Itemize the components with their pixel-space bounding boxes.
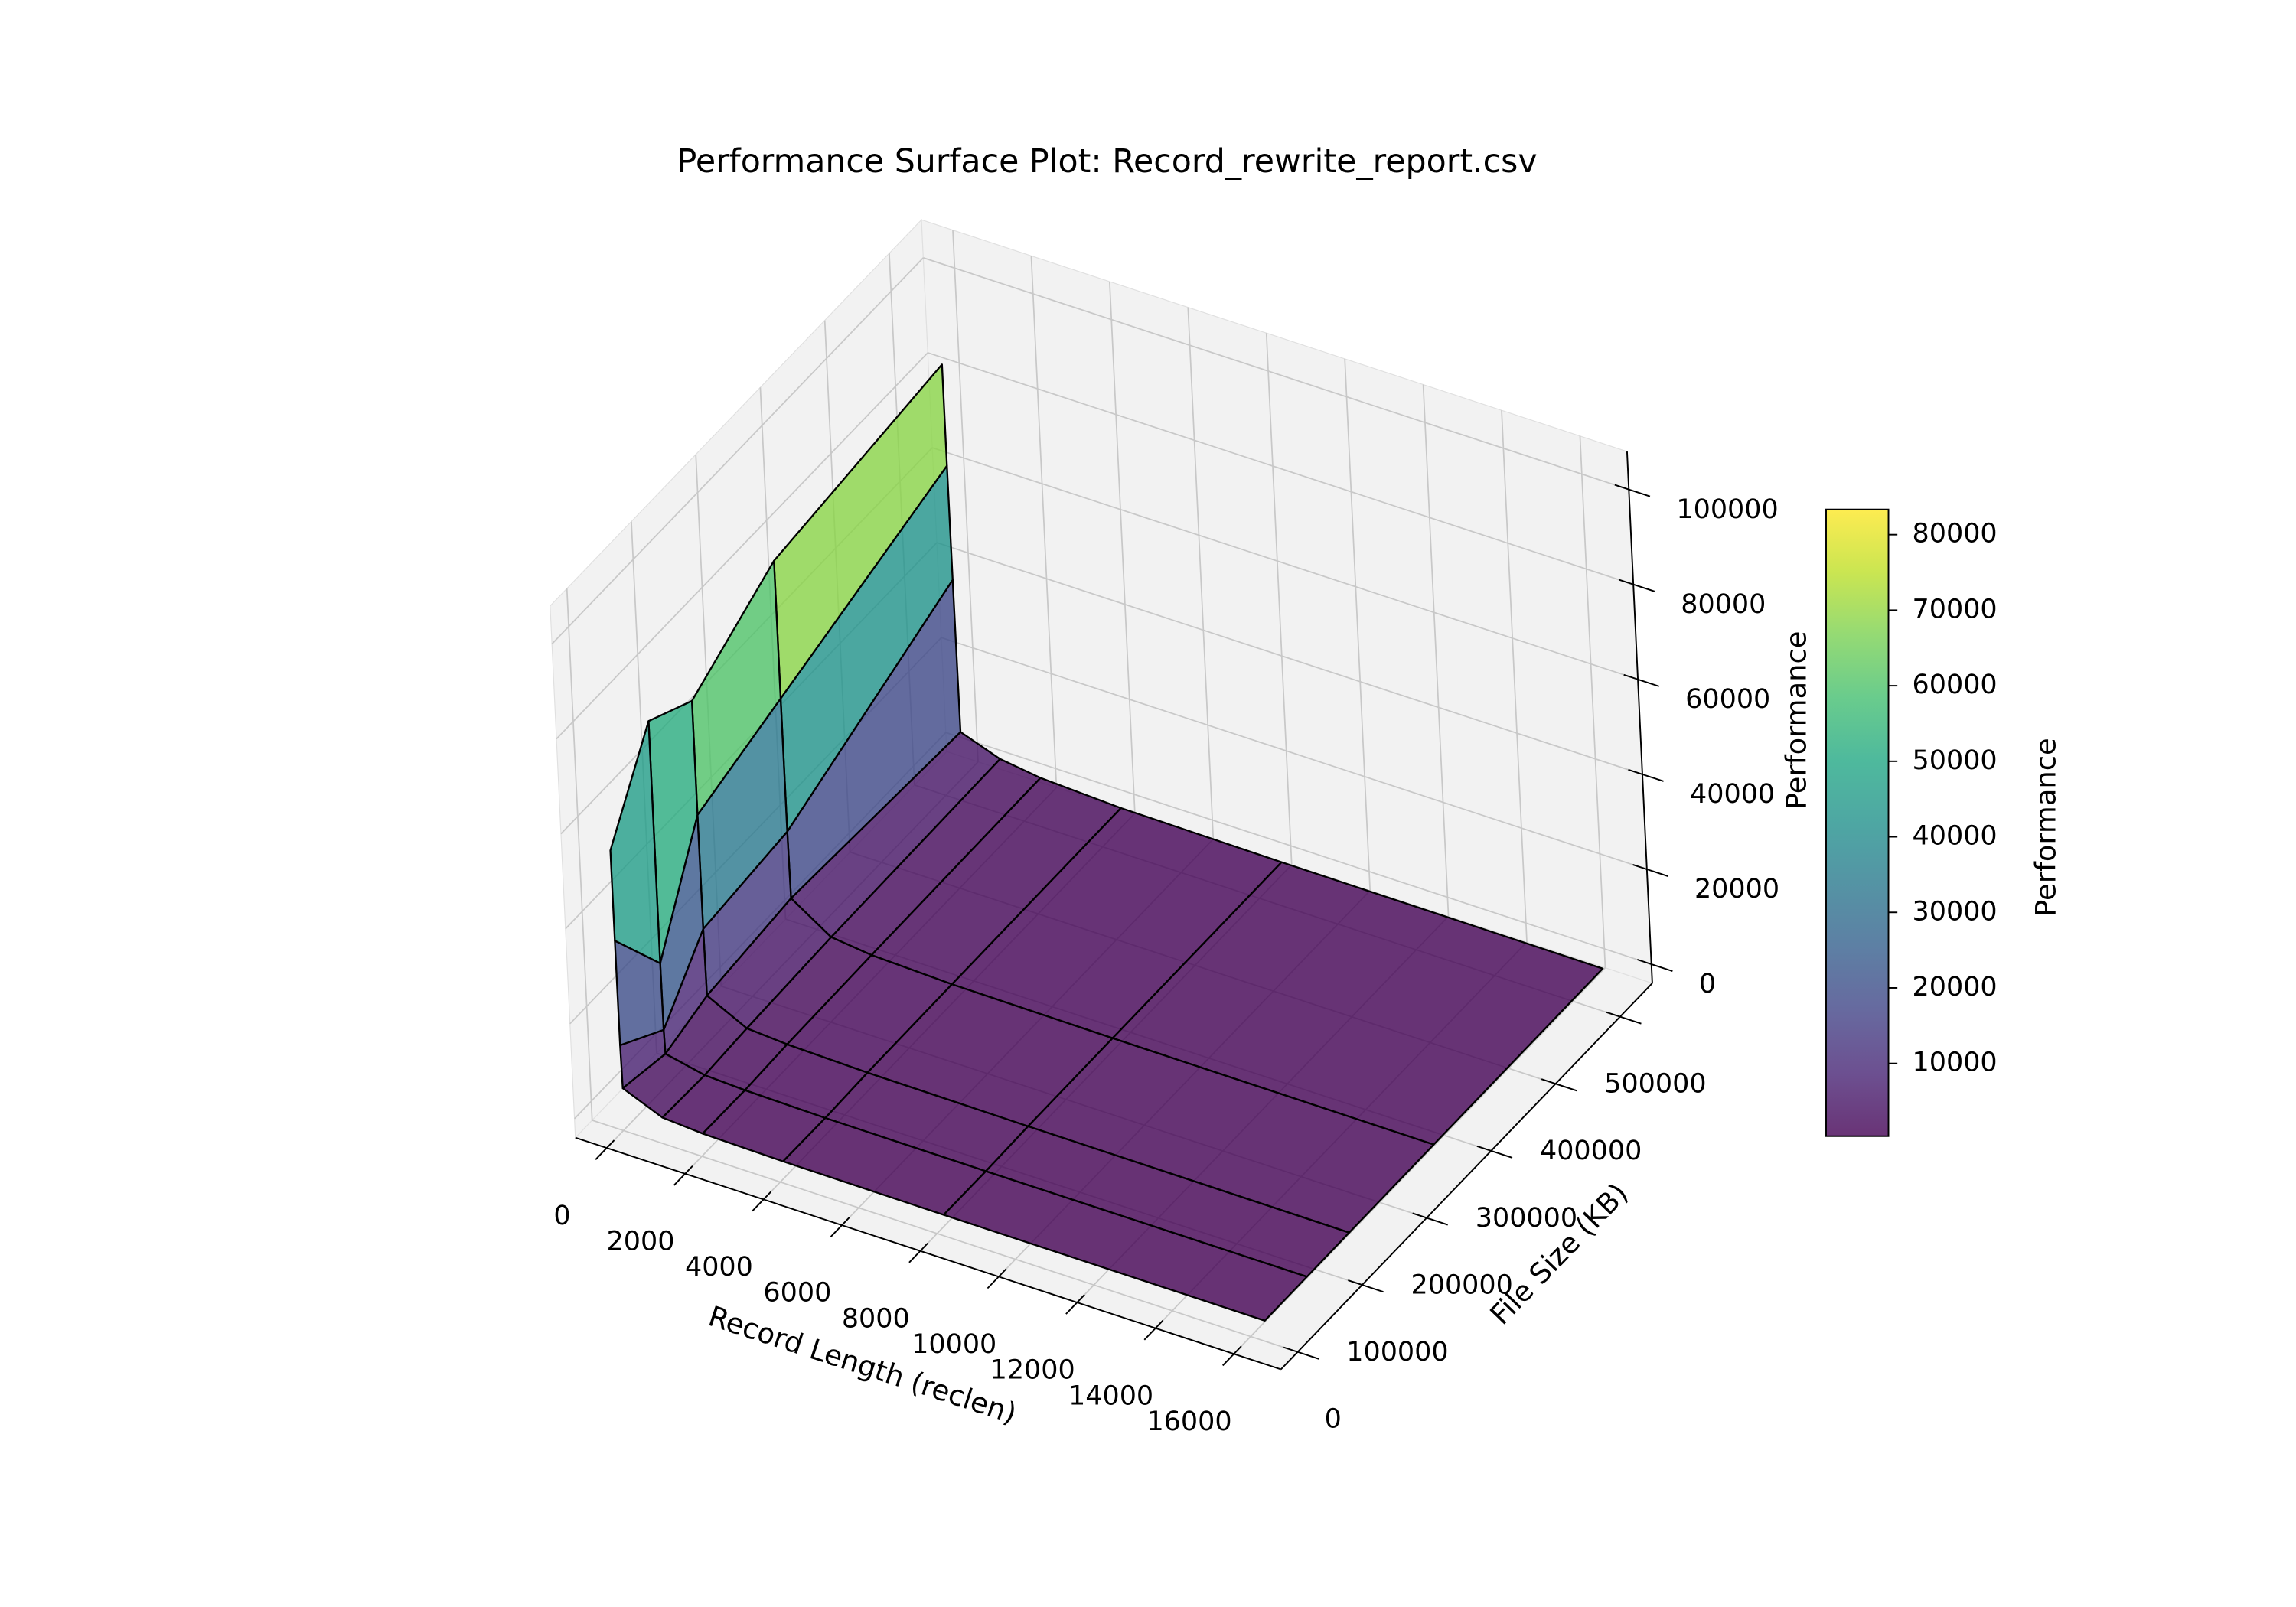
- grid-line: [952, 230, 979, 762]
- x-tick-label: 10000: [912, 1329, 996, 1360]
- tick-mark: [1476, 1145, 1513, 1159]
- colorbar-tick-label: 80000: [1913, 519, 1998, 549]
- grid-line: [1187, 307, 1215, 839]
- tick-mark: [1412, 1212, 1449, 1226]
- z-tick-label: 100000: [1676, 494, 1778, 525]
- z-axis-label: Performance: [1780, 631, 1813, 810]
- tick-mark: [908, 1242, 928, 1263]
- tick-mark: [1065, 1294, 1085, 1315]
- z-tick-label: 20000: [1694, 874, 1779, 905]
- chart-title: Performance Surface Plot: Record_rewrite…: [677, 142, 1538, 181]
- colorbar-tick-label: 30000: [1913, 896, 1998, 927]
- colorbar: 10000 20000 30000 40000 50000 60000 70000 80000: [1825, 508, 1998, 1137]
- grid-line: [1030, 256, 1058, 788]
- colorbar-tick-label: 70000: [1913, 594, 1998, 624]
- x-axis-line: [575, 1136, 1282, 1371]
- tick-mark: [1636, 959, 1673, 973]
- x-tick-label: 0: [553, 1201, 570, 1231]
- tick-mark: [1614, 484, 1651, 497]
- x-tick-label: 2000: [607, 1226, 675, 1257]
- y-tick-label: 0: [1325, 1404, 1342, 1435]
- x-tick-label: 6000: [763, 1278, 831, 1309]
- x-tick-label: 8000: [842, 1303, 910, 1334]
- x-tick-label: 12000: [990, 1355, 1075, 1386]
- grid-line: [945, 732, 1652, 965]
- grid-line: [551, 257, 925, 645]
- y-tick-label: 200000: [1411, 1270, 1513, 1300]
- tick-mark: [1283, 1346, 1319, 1360]
- tick-mark: [752, 1191, 772, 1212]
- tick-mark: [673, 1165, 693, 1186]
- grid-line: [556, 352, 928, 740]
- y-tick-label: 300000: [1476, 1203, 1577, 1234]
- y-tick-label: 100000: [1346, 1337, 1448, 1367]
- tick-mark: [1221, 1345, 1242, 1367]
- colorbar-tick-label: 20000: [1913, 972, 1998, 1002]
- grid-line: [923, 257, 1629, 491]
- z-axis-line: [1626, 451, 1653, 983]
- tick-mark: [1632, 863, 1668, 877]
- tick-mark: [1628, 768, 1664, 782]
- grid-line: [927, 352, 1634, 585]
- grid-line: [592, 1120, 1298, 1353]
- x-tick-label: 16000: [1146, 1407, 1231, 1437]
- colorbar-tick-label: 60000: [1913, 670, 1998, 700]
- grid-line: [1108, 281, 1136, 813]
- z-tick-label: 60000: [1685, 684, 1770, 715]
- tick-mark: [1541, 1078, 1577, 1092]
- tick-mark: [1619, 579, 1655, 592]
- grid-line: [941, 637, 1648, 870]
- surface-face: [942, 1170, 1308, 1322]
- grid-line: [1422, 384, 1450, 917]
- x-tick-label: 14000: [1068, 1380, 1153, 1411]
- tick-mark: [595, 1139, 615, 1160]
- y-axis-label: File Size (KB): [1484, 1177, 1635, 1332]
- grid-line: [1265, 333, 1293, 865]
- grid-line: [1344, 358, 1371, 891]
- colorbar-gradient: [1825, 508, 1890, 1137]
- z-tick-label: 80000: [1681, 589, 1766, 620]
- tick-mark: [1606, 1011, 1642, 1025]
- colorbar-tick-label: 10000: [1913, 1048, 1998, 1078]
- x-tick-label: 4000: [685, 1252, 753, 1283]
- grid-line: [566, 588, 593, 1120]
- z-tick-label: 0: [1699, 969, 1716, 999]
- colorbar-tick-label: 40000: [1913, 821, 1998, 852]
- surface: [609, 363, 1604, 1322]
- tick-mark: [1348, 1279, 1384, 1293]
- y-axis-line: [1280, 983, 1653, 1371]
- colorbar-tick-label: 50000: [1913, 745, 1998, 776]
- tick-mark: [830, 1217, 850, 1237]
- grid-line: [1501, 410, 1528, 943]
- y-tick-label: 500000: [1604, 1069, 1706, 1100]
- tick-mark: [1623, 673, 1660, 687]
- surface-face: [609, 720, 661, 964]
- grid-line: [931, 447, 1639, 680]
- tick-mark: [1143, 1319, 1164, 1341]
- tick-mark: [987, 1268, 1007, 1289]
- grid-line: [936, 542, 1643, 775]
- grid-line: [1579, 435, 1606, 968]
- colorbar-label: Performance: [2030, 738, 2063, 917]
- z-tick-label: 40000: [1690, 779, 1775, 810]
- y-tick-label: 400000: [1540, 1136, 1642, 1166]
